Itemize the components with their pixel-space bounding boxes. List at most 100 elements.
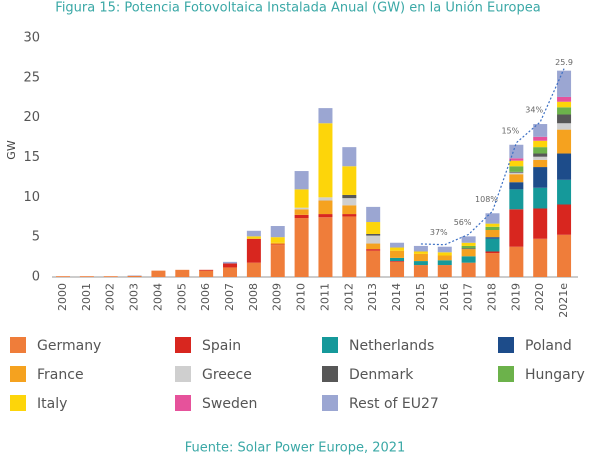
y-axis-label: GW	[5, 140, 18, 160]
x-tick-label: 2019	[509, 283, 522, 311]
x-tick-label: 2006	[199, 283, 212, 311]
bar-segment	[437, 246, 452, 253]
bar-segment	[533, 124, 548, 137]
legend-swatch	[175, 395, 191, 411]
bar-segment	[79, 276, 94, 277]
legend-swatch	[175, 337, 191, 353]
bar-segment	[485, 251, 500, 254]
bar-segment	[390, 257, 405, 262]
bar-segment	[485, 238, 500, 252]
bar-segment	[533, 167, 548, 188]
bar-segment	[413, 265, 428, 277]
legend-swatch	[498, 337, 514, 353]
bar-segment	[246, 230, 261, 237]
bar-segment	[366, 249, 381, 251]
x-tick-label: 2002	[104, 283, 117, 311]
bar-segment	[461, 236, 476, 243]
bar-segment	[509, 246, 524, 277]
bar-segment	[342, 194, 357, 199]
bar-segment	[557, 107, 572, 115]
x-tick-label: 2003	[128, 283, 141, 311]
bar-segment	[318, 200, 333, 215]
legend-swatch	[10, 337, 26, 353]
bar-segment	[557, 114, 572, 124]
x-tick-label: 2010	[295, 283, 308, 311]
legend-label: France	[37, 367, 84, 383]
growth-label: 37%	[430, 228, 448, 237]
legend-label: Spain	[202, 338, 241, 354]
bar-segment	[533, 156, 548, 160]
bar-segment	[509, 171, 524, 173]
bar-segment	[485, 223, 500, 227]
bar-segment	[366, 233, 381, 236]
bar-segment	[246, 238, 261, 263]
bar-segment	[485, 226, 500, 230]
bar-segment	[509, 172, 524, 175]
legend-label: Denmark	[349, 367, 414, 383]
growth-label: 34%	[525, 106, 543, 115]
x-tick-label: 2021e	[557, 283, 570, 318]
y-tick-label: 15	[23, 150, 40, 165]
bar-segment	[294, 209, 309, 215]
x-tick-label: 2016	[438, 283, 451, 311]
bar-segment	[413, 261, 428, 266]
x-tick-label: 2011	[318, 283, 331, 311]
bar-segment	[557, 129, 572, 154]
growth-label: 56%	[454, 218, 472, 227]
bar-segment	[390, 242, 405, 248]
bar-segment	[461, 262, 476, 277]
bar-segment	[342, 205, 357, 215]
bar-segment	[413, 253, 428, 262]
x-tick-label: 2014	[390, 283, 403, 311]
bar-segment	[390, 247, 405, 251]
bar-segment	[533, 187, 548, 209]
legend-swatch	[322, 366, 338, 382]
bar-segment	[223, 263, 238, 268]
bar-segment	[199, 269, 214, 271]
x-tick-label: 2018	[485, 283, 498, 311]
chart-title: Figura 15: Potencia Fotovoltaica Instala…	[55, 1, 540, 16]
y-tick-label: 25	[23, 70, 40, 85]
bar-segment	[509, 158, 524, 161]
legend-swatch	[322, 337, 338, 353]
bar-segment	[557, 179, 572, 205]
x-tick-label: 2009	[271, 283, 284, 311]
bar-segment	[461, 249, 476, 257]
bar-segment	[413, 245, 428, 252]
bar-segment	[461, 256, 476, 263]
bar-segment	[270, 242, 285, 245]
bar-segment	[509, 189, 524, 210]
bar-segment	[294, 214, 309, 219]
bar-segment	[56, 276, 70, 277]
bar-segment	[342, 214, 357, 217]
bar-segment	[103, 276, 118, 277]
x-tick-label: 2008	[247, 283, 260, 311]
bar-segment	[509, 160, 524, 167]
x-tick-label: 2004	[151, 283, 164, 311]
x-tick-label: 2007	[223, 283, 236, 311]
bar-segment	[533, 136, 548, 141]
bar-segment	[557, 96, 572, 102]
legend-label: Italy	[37, 396, 67, 412]
bar-segment	[390, 261, 405, 262]
bar-segment	[318, 214, 333, 218]
bar-segment	[485, 253, 500, 277]
bar-segment	[294, 207, 309, 210]
bar-segment	[294, 171, 309, 190]
bar-segment	[533, 140, 548, 148]
bar-segment	[366, 250, 381, 277]
bar-segment	[557, 204, 572, 235]
bar-segment	[437, 252, 452, 256]
bar-segment	[342, 198, 357, 206]
bar-segment	[270, 237, 285, 243]
bar-segment	[533, 208, 548, 239]
bar-segment	[509, 166, 524, 172]
legend-swatch	[322, 395, 338, 411]
bar-segment	[223, 261, 238, 264]
x-tick-label: 2017	[462, 283, 475, 311]
bar-segment	[342, 166, 357, 195]
bar-segment	[151, 270, 166, 277]
legend-label: Hungary	[525, 367, 585, 383]
bar-segment	[533, 153, 548, 157]
bar-segment	[342, 147, 357, 167]
